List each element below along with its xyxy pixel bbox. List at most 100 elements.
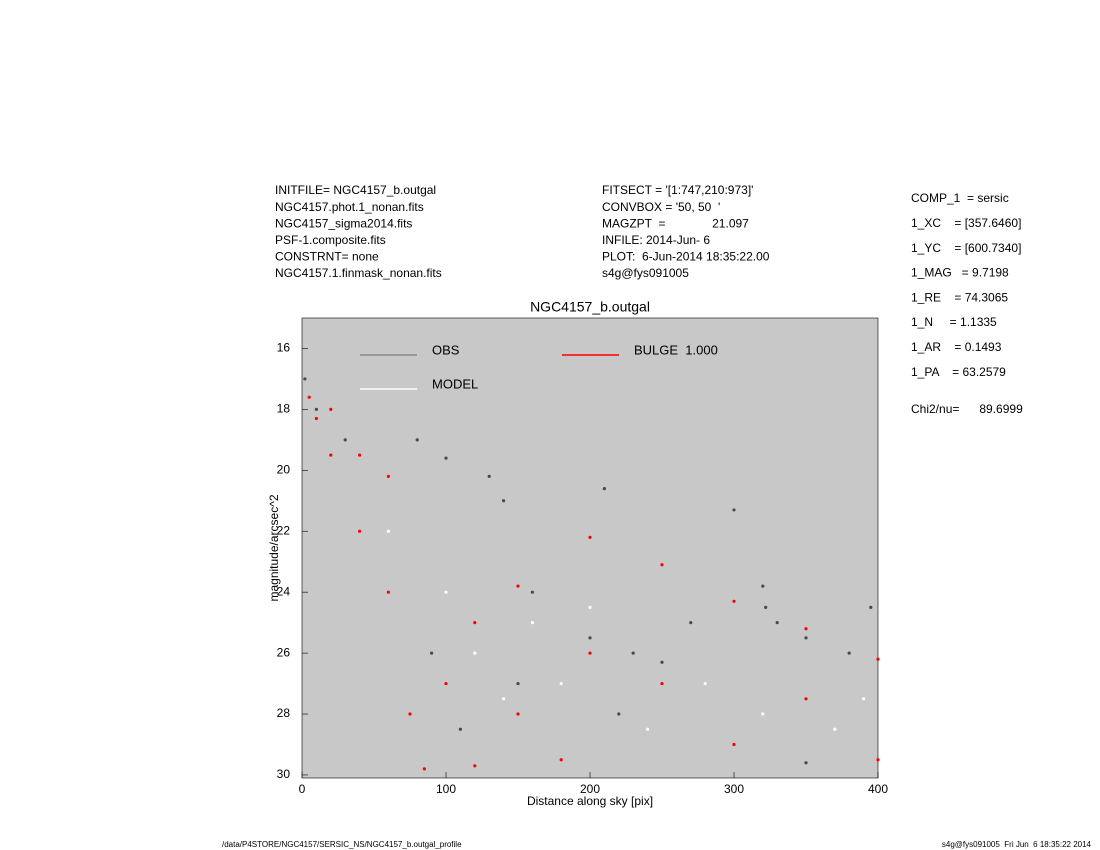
y-tick-label: 26 [277, 645, 291, 659]
point [588, 605, 592, 610]
info-left: NGC4157.phot.1_nonan.fits [275, 200, 424, 214]
y-tick-label: 30 [277, 767, 291, 781]
point [386, 590, 390, 594]
point [804, 697, 808, 701]
point [502, 697, 506, 701]
x-axis-label: Distance along sky [pix] [527, 794, 653, 808]
point [408, 712, 412, 716]
info-left: NGC4157_sigma2014.fits [275, 216, 412, 230]
point [530, 621, 535, 625]
x-tick-label: 300 [724, 782, 744, 796]
point [502, 499, 506, 503]
point [473, 651, 477, 655]
point [516, 712, 520, 716]
point [660, 681, 664, 686]
info-left: PSF-1.composite.fits [275, 233, 386, 247]
point [415, 438, 419, 442]
info-right: 1_YC = [600.7340] [911, 241, 1021, 255]
point [804, 761, 808, 765]
x-tick-label: 100 [436, 782, 456, 796]
point [307, 395, 311, 399]
point [473, 764, 477, 768]
point [516, 584, 520, 588]
x-tick-label: 0 [299, 782, 306, 796]
x-tick-label: 400 [868, 782, 888, 796]
point [487, 474, 491, 479]
point [732, 742, 736, 747]
x-tick-label: 200 [580, 782, 600, 796]
point [343, 438, 347, 442]
info-right: 1_N = 1.1335 [911, 315, 997, 329]
point [646, 727, 650, 731]
plot-background [301, 317, 879, 779]
point [314, 416, 318, 421]
point [804, 636, 808, 640]
y-tick-label: 16 [277, 341, 291, 355]
point [775, 621, 779, 625]
point [588, 535, 592, 539]
y-tick-label: 18 [277, 402, 291, 416]
point [761, 584, 765, 588]
point [314, 407, 318, 411]
info-middle: MAGZPT = 21.097 [602, 216, 749, 230]
point [516, 681, 520, 686]
info-right: 1_PA = 63.2579 [911, 365, 1006, 379]
point [458, 727, 462, 731]
point [703, 681, 707, 686]
legend-label: MODEL [432, 376, 478, 391]
y-tick-label: 22 [277, 523, 291, 537]
point [358, 453, 362, 457]
info-right: 1_AR = 0.1493 [911, 340, 1002, 354]
y-tick-label: 24 [277, 584, 291, 598]
point [869, 605, 873, 610]
point [473, 621, 477, 625]
point [862, 697, 866, 701]
info-left: INITFILE= NGC4157_b.outgal [275, 183, 436, 197]
point [876, 657, 880, 661]
point [588, 636, 592, 640]
point [804, 627, 808, 631]
point [732, 599, 736, 603]
point [588, 651, 592, 655]
info-right: 1_MAG = 9.7198 [911, 266, 1009, 280]
legend-label: BULGE 1.000 [634, 342, 718, 357]
point [761, 712, 765, 716]
point [329, 407, 333, 411]
point [530, 590, 535, 594]
legend-label: OBS [432, 342, 460, 357]
y-axis-label: magnitude/arcsec^2 [267, 494, 281, 601]
point [386, 474, 390, 479]
y-tick-label: 28 [277, 706, 291, 720]
info-middle: CONVBOX = '50, 50 ' [602, 200, 720, 214]
info-left: NGC4157.1.finmask_nonan.fits [275, 266, 442, 280]
info-middle: PLOT: 6-Jun-2014 18:35:22.00 [602, 250, 770, 264]
point [303, 377, 307, 381]
point [876, 758, 880, 762]
point [559, 758, 563, 762]
point [444, 681, 448, 686]
chart-title: NGC4157_b.outgal [530, 299, 650, 315]
point [444, 590, 448, 594]
info-right: COMP_1 = sersic [911, 191, 1009, 205]
point [559, 681, 563, 686]
point [732, 508, 736, 512]
point [602, 486, 607, 491]
point [847, 651, 851, 655]
info-right: 1_RE = 74.3065 [911, 290, 1008, 304]
point [444, 456, 448, 460]
info-right: 1_XC = [357.6460] [911, 216, 1021, 230]
y-tick-label: 20 [277, 462, 291, 476]
point [631, 651, 635, 655]
info-middle: INFILE: 2014-Jun- 6 [602, 233, 710, 247]
point [386, 529, 390, 533]
point [617, 712, 621, 716]
point [422, 767, 426, 771]
point [430, 651, 434, 655]
point [660, 563, 664, 567]
info-left: CONSTRNT= none [275, 250, 379, 264]
point [329, 453, 333, 457]
point [764, 605, 768, 610]
info-middle: FITSECT = '[1:747,210:973]' [602, 183, 753, 197]
point [689, 621, 693, 625]
